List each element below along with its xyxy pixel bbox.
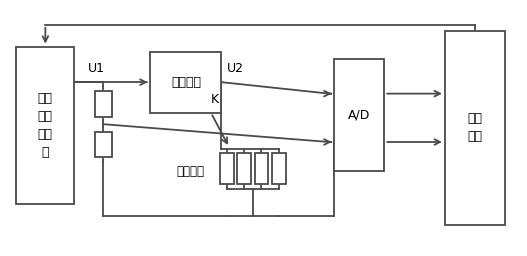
Text: 待测电器: 待测电器 [171,76,201,89]
Bar [220,153,233,184]
Bar [16,47,74,204]
Bar [151,52,221,113]
Bar [237,153,251,184]
Text: 微控
制器: 微控 制器 [467,112,483,144]
Text: U2: U2 [227,61,243,74]
Text: U1: U1 [87,61,104,74]
Text: K: K [211,93,219,106]
Text: A/D: A/D [348,109,370,122]
Bar [95,91,112,116]
Bar [95,132,112,157]
Text: 采样电阻: 采样电阻 [176,165,204,178]
Bar [255,153,268,184]
Bar [272,153,286,184]
Bar [445,31,505,225]
Bar [335,59,384,171]
Text: 程控
直流
高压
源: 程控 直流 高压 源 [38,92,53,159]
